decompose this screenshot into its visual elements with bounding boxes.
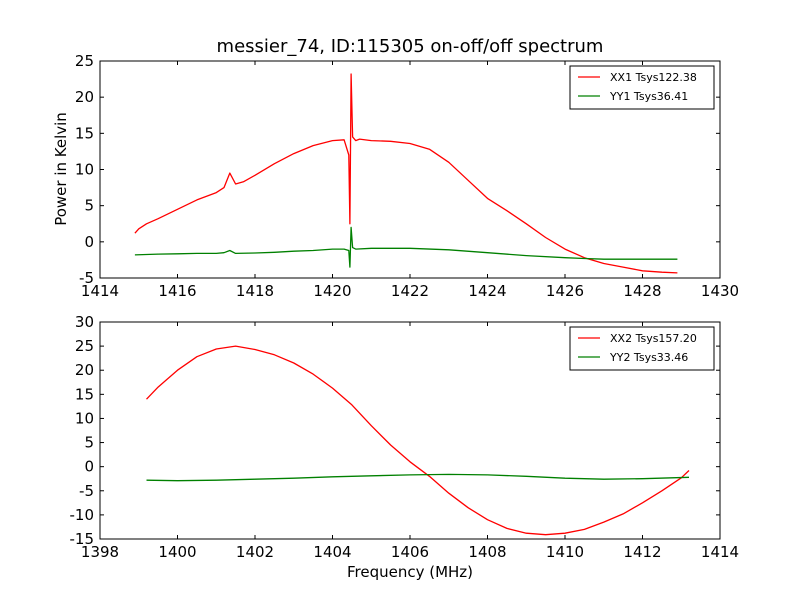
y-tick-label: 20 (75, 88, 94, 106)
legend-entry: YY1 Tsys36.41 (609, 90, 688, 103)
y-axis-label-top: Power in Kelvin (52, 112, 70, 226)
y-tick-label: 30 (75, 313, 94, 331)
x-tick-label: 1408 (468, 543, 506, 561)
y-tick-label: 10 (75, 409, 94, 427)
series-line-bottom-1 (146, 473, 690, 482)
y-tick-label: 15 (75, 385, 94, 403)
x-tick-label: 1404 (313, 543, 351, 561)
legend: XX2 Tsys157.20 YY2 Tsys33.46 (569, 326, 715, 371)
x-tick-label: 1416 (158, 282, 196, 300)
chart-title: messier_74, ID:115305 on-off/off spectru… (217, 36, 604, 57)
series-line-top-0 (134, 73, 678, 274)
x-tick-label: 1402 (236, 543, 274, 561)
x-tick-label: 1412 (623, 543, 661, 561)
series-line-top-1 (134, 226, 678, 268)
y-tick-label: -5 (79, 269, 94, 287)
y-tick-label: -15 (70, 530, 95, 548)
legend-entry: XX1 Tsys122.38 (610, 71, 697, 84)
y-tick-label: -10 (70, 506, 95, 524)
y-tick-label: -5 (79, 482, 94, 500)
y-tick-label: 25 (75, 337, 94, 355)
x-tick-label: 1414 (81, 282, 119, 300)
y-tick-label: 5 (84, 434, 94, 452)
y-tick-label: 0 (84, 458, 94, 476)
legend-entry: YY2 Tsys33.46 (609, 351, 688, 364)
x-tick-label: 1420 (313, 282, 351, 300)
legend-box (569, 326, 715, 371)
legend-box (569, 65, 715, 110)
x-tick-label: 1418 (236, 282, 274, 300)
legend-entry: XX2 Tsys157.20 (610, 332, 697, 345)
x-axis-label-bottom: Frequency (MHz) (347, 563, 473, 581)
x-tick-label: 1424 (468, 282, 506, 300)
x-tick-label: 1430 (701, 282, 739, 300)
x-tick-label: 1400 (158, 543, 196, 561)
y-tick-label: 0 (84, 233, 94, 251)
x-tick-label: 1426 (546, 282, 584, 300)
y-tick-label: 10 (75, 161, 94, 179)
y-tick-label: 20 (75, 361, 94, 379)
y-tick-label: 15 (75, 124, 94, 142)
x-tick-label: 1398 (81, 543, 119, 561)
top-plot: 1414 1416 1418 1420 1422 1424 1426 1428 1430 -5 0 5… (75, 52, 739, 300)
series-line-bottom-0 (146, 345, 690, 536)
x-tick-label: 1410 (546, 543, 584, 561)
legend: XX1 Tsys122.38 YY1 Tsys36.41 (569, 65, 715, 110)
x-tick-label: 1428 (623, 282, 661, 300)
x-tick-label: 1422 (391, 282, 429, 300)
y-tick-label: 25 (75, 52, 94, 70)
bottom-plot: 1398 1400 1402 1404 1406 1408 1410 1412 1414 -15 -… (70, 313, 740, 561)
x-tick-label: 1414 (701, 543, 739, 561)
y-tick-label: 5 (84, 197, 94, 215)
x-tick-label: 1406 (391, 543, 429, 561)
